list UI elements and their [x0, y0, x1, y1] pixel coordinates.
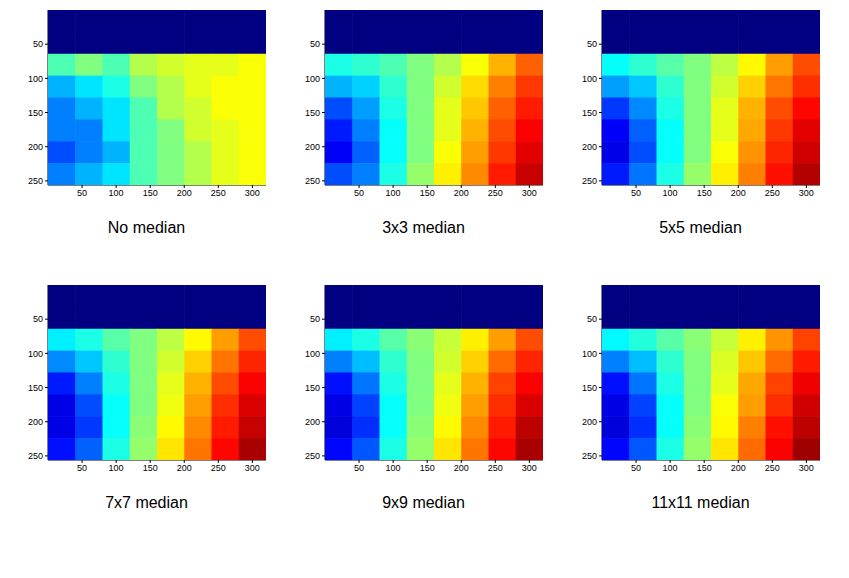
- svg-text:150: 150: [581, 108, 596, 118]
- svg-text:250: 250: [764, 463, 779, 473]
- svg-text:250: 250: [304, 176, 319, 186]
- svg-text:100: 100: [662, 463, 677, 473]
- svg-text:200: 200: [453, 463, 468, 473]
- svg-text:150: 150: [142, 463, 157, 473]
- svg-text:200: 200: [304, 417, 319, 427]
- svg-text:200: 200: [304, 142, 319, 152]
- svg-text:100: 100: [108, 463, 123, 473]
- svg-text:250: 250: [581, 451, 596, 461]
- html-text:3x3 median: 3x3 median: [382, 219, 465, 236]
- svg-text:50: 50: [77, 463, 87, 473]
- svg-text:200: 200: [453, 188, 468, 198]
- html-text:5x5 median: 5x5 median: [659, 219, 742, 236]
- svg-text:50: 50: [354, 188, 364, 198]
- svg-text:200: 200: [27, 417, 42, 427]
- svg-text:50: 50: [32, 314, 42, 324]
- svg-text:300: 300: [798, 188, 813, 198]
- svg-text:150: 150: [27, 383, 42, 393]
- svg-text:200: 200: [176, 188, 191, 198]
- svg-text:150: 150: [142, 188, 157, 198]
- svg-text:300: 300: [798, 463, 813, 473]
- svg-text:200: 200: [581, 142, 596, 152]
- svg-text:150: 150: [419, 188, 434, 198]
- svg-text:50: 50: [631, 463, 641, 473]
- svg-text:150: 150: [304, 383, 319, 393]
- svg-text:150: 150: [419, 463, 434, 473]
- svg-text:50: 50: [586, 39, 596, 49]
- svg-text:200: 200: [730, 463, 745, 473]
- html-text:11x11 median: 11x11 median: [651, 494, 750, 511]
- svg-text:200: 200: [581, 417, 596, 427]
- svg-text:150: 150: [696, 188, 711, 198]
- svg-text:200: 200: [176, 463, 191, 473]
- svg-text:150: 150: [696, 463, 711, 473]
- svg-text:300: 300: [244, 463, 259, 473]
- html-text:9x9 median: 9x9 median: [382, 494, 465, 511]
- svg-text:250: 250: [27, 176, 42, 186]
- svg-text:200: 200: [27, 142, 42, 152]
- svg-text:100: 100: [385, 463, 400, 473]
- svg-text:100: 100: [304, 74, 319, 84]
- svg-text:250: 250: [210, 463, 225, 473]
- svg-text:50: 50: [631, 188, 641, 198]
- svg-text:250: 250: [27, 451, 42, 461]
- svg-text:150: 150: [581, 383, 596, 393]
- svg-text:100: 100: [27, 349, 42, 359]
- svg-text:250: 250: [210, 188, 225, 198]
- svg-text:50: 50: [77, 188, 87, 198]
- svg-text:100: 100: [581, 349, 596, 359]
- svg-text:150: 150: [304, 108, 319, 118]
- svg-text:250: 250: [304, 451, 319, 461]
- svg-text:100: 100: [108, 188, 123, 198]
- svg-text:150: 150: [27, 108, 42, 118]
- svg-text:50: 50: [586, 314, 596, 324]
- svg-text:100: 100: [581, 74, 596, 84]
- svg-text:100: 100: [662, 188, 677, 198]
- svg-text:300: 300: [521, 463, 536, 473]
- svg-text:300: 300: [521, 188, 536, 198]
- svg-text:250: 250: [764, 188, 779, 198]
- svg-text:250: 250: [581, 176, 596, 186]
- html-text:No median: No median: [107, 219, 186, 236]
- svg-text:50: 50: [32, 39, 42, 49]
- svg-text:250: 250: [487, 463, 502, 473]
- svg-text:100: 100: [27, 74, 42, 84]
- svg-text:50: 50: [309, 314, 319, 324]
- svg-text:100: 100: [385, 188, 400, 198]
- svg-text:50: 50: [354, 463, 364, 473]
- svg-text:50: 50: [309, 39, 319, 49]
- html-text:7x7 median: 7x7 median: [105, 494, 188, 511]
- svg-text:250: 250: [487, 188, 502, 198]
- svg-text:200: 200: [730, 188, 745, 198]
- svg-text:300: 300: [244, 188, 259, 198]
- svg-text:100: 100: [304, 349, 319, 359]
